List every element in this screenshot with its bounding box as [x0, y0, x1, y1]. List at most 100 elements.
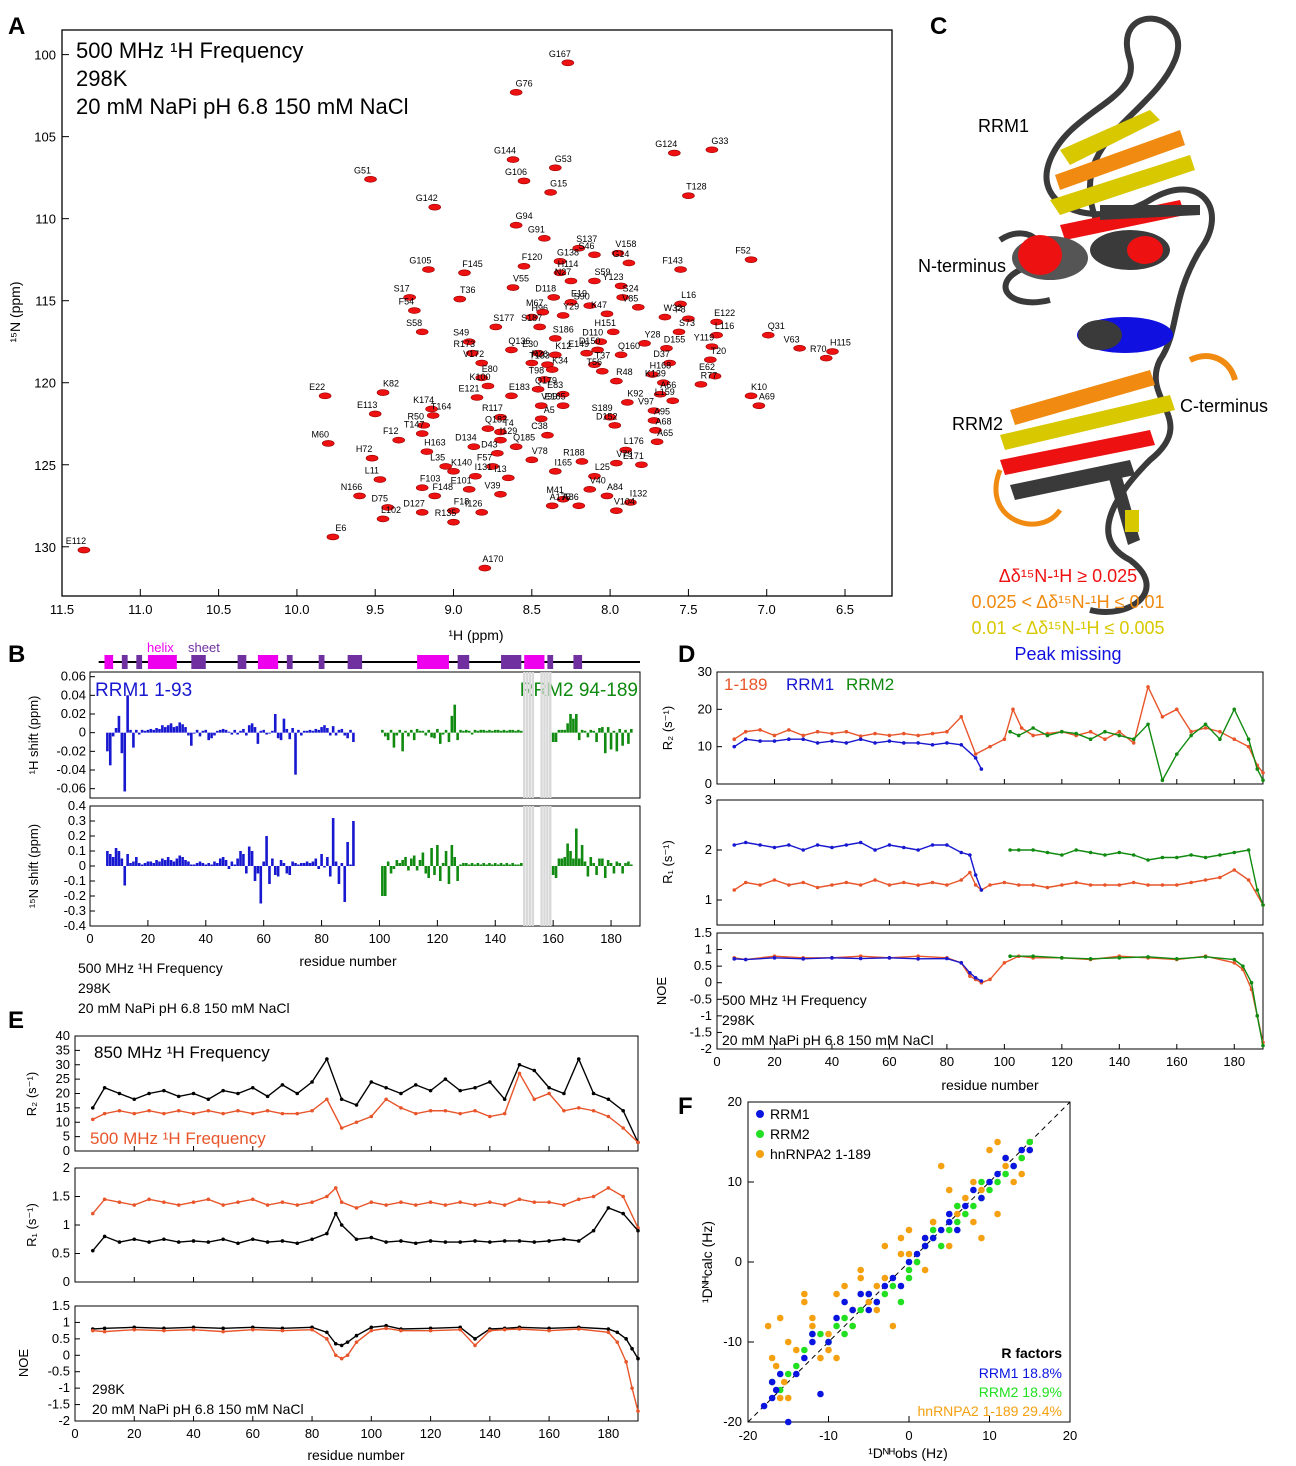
xtick-label: 140: [479, 1426, 501, 1441]
peak-contour: [649, 427, 662, 434]
ss-helix: [147, 655, 177, 669]
shift-bar: [415, 728, 419, 733]
series-point: [1203, 955, 1208, 959]
shift-bar: [198, 861, 202, 866]
shift-bar: [108, 732, 112, 766]
rdc-point: [897, 1282, 905, 1290]
series-point: [333, 1211, 338, 1216]
shift-bar: [207, 863, 210, 866]
series-point: [517, 1062, 522, 1067]
series-line: [1010, 849, 1264, 906]
peak-contour: [415, 328, 429, 336]
peak-contour: [595, 367, 609, 375]
peak-label: K139: [645, 369, 666, 379]
rdc-point: [865, 1290, 873, 1298]
peak-label: K140: [451, 457, 472, 467]
ytick-label: -1.5: [690, 1024, 712, 1039]
peak-contour: [509, 89, 523, 96]
series-point: [502, 1203, 507, 1207]
peak-label: S24: [623, 283, 639, 293]
rdc-point: [793, 1370, 800, 1378]
series-point: [399, 1106, 403, 1110]
series-point: [830, 739, 834, 743]
series-point: [384, 1097, 388, 1102]
rdc-point: [817, 1354, 824, 1362]
rdc-point: [841, 1282, 848, 1290]
shift-bar: [401, 732, 404, 752]
series-point: [1031, 954, 1035, 958]
series-point: [1203, 722, 1208, 727]
f-ytick-label: -10: [723, 1334, 742, 1349]
series-point: [458, 1327, 463, 1332]
rdc-point: [962, 1210, 969, 1218]
rdc-point: [905, 1250, 913, 1258]
ytick-label: 1: [63, 1314, 70, 1329]
peak-contour: [447, 518, 460, 526]
shift-bar: [331, 818, 335, 866]
series-point: [801, 733, 806, 738]
peak-contour: [415, 509, 429, 516]
shift-bar: [224, 729, 228, 733]
series-point: [901, 845, 906, 850]
series-point: [132, 1237, 137, 1242]
panel-e: E 850 MHz ¹H Frequency 500 MHz ¹H Freque…: [8, 1007, 640, 1463]
shift-bar: [137, 863, 141, 866]
peak-contour: [506, 156, 520, 163]
peak-contour: [469, 472, 482, 480]
ytick-label: 10: [698, 739, 712, 754]
series-point: [117, 1200, 122, 1204]
xtick-label: 60: [882, 1054, 896, 1069]
ytick-label: 0: [63, 1274, 70, 1289]
rrm1-strand-5: [1100, 205, 1200, 220]
series-point: [1218, 853, 1222, 857]
peak-contour: [744, 256, 758, 263]
panel-letter-f: F: [678, 1093, 693, 1120]
series-point: [591, 1091, 596, 1096]
peak-label: V40: [590, 475, 606, 485]
ytick-label: 40: [56, 1028, 70, 1043]
e-r2-ylabel: R₂ (s⁻¹): [24, 1072, 39, 1116]
series-point: [606, 1330, 611, 1335]
missing-residue: [531, 806, 535, 926]
rdc-point: [1002, 1170, 1009, 1178]
series-point: [384, 1203, 388, 1207]
series-point: [117, 1091, 122, 1096]
shift-bar: [224, 860, 228, 866]
shift-bar: [563, 857, 567, 866]
peak-label: T98: [529, 365, 545, 375]
peak-label: Q31: [768, 321, 785, 331]
shift-bar: [554, 866, 558, 878]
series-point: [621, 1126, 625, 1130]
ytick-label: -0.5: [690, 991, 712, 1006]
series-point: [1060, 883, 1064, 887]
shift-bar: [459, 864, 462, 866]
peak-label: H115: [830, 338, 851, 348]
series-point: [325, 1194, 329, 1199]
peak-contour: [525, 359, 539, 367]
shift-bar: [551, 866, 555, 875]
series-point: [830, 883, 834, 887]
series-point: [206, 1197, 211, 1202]
peak-contour: [318, 392, 332, 400]
series-point: [147, 1197, 151, 1202]
series-line: [733, 684, 1264, 774]
shift-bar: [282, 718, 286, 733]
series-point: [959, 850, 964, 855]
shift-ytick-label: 0: [79, 858, 86, 873]
peak-contour: [624, 499, 637, 506]
series-point: [1045, 733, 1050, 738]
shift-bar: [630, 728, 633, 733]
peak-contour: [826, 348, 839, 355]
shift-bar: [343, 866, 347, 902]
shift-bar: [242, 854, 245, 866]
missing-residue: [540, 672, 543, 798]
peak-label: F52: [735, 246, 751, 256]
shift-bar: [218, 729, 222, 733]
peak-label: A66: [660, 380, 676, 390]
shift-bar: [606, 727, 610, 733]
series-point: [1160, 778, 1165, 783]
spectrum-ytick-label: 120: [34, 376, 56, 391]
d-r1-frame: [716, 799, 1264, 926]
series-point: [413, 1241, 418, 1246]
peak-label: E149: [568, 339, 589, 349]
